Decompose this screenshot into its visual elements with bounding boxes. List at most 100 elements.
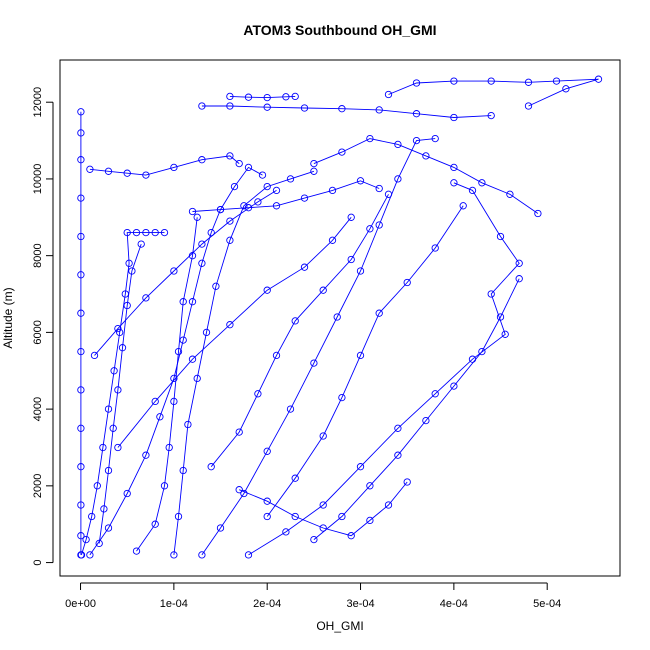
data-point (77, 156, 85, 164)
data-point (286, 405, 295, 413)
data-point (328, 236, 337, 244)
data-point (244, 551, 253, 559)
data-point (310, 535, 318, 544)
series-line (81, 232, 165, 556)
data-point (487, 111, 495, 120)
data-point (496, 232, 505, 241)
data-point (319, 286, 327, 294)
data-point (77, 309, 85, 317)
data-point (347, 532, 355, 540)
data-point (226, 92, 234, 101)
data-point (286, 175, 295, 183)
data-point (450, 77, 458, 85)
data-point (86, 551, 94, 559)
series-4 (170, 167, 318, 559)
data-point (310, 159, 318, 168)
data-point (151, 228, 159, 237)
data-point (291, 317, 299, 325)
series-line (239, 481, 408, 537)
series-18 (95, 240, 145, 548)
data-point (384, 501, 393, 509)
data-point (244, 204, 253, 212)
data-point (375, 106, 383, 114)
data-point (198, 259, 206, 267)
data-point (338, 512, 346, 521)
data-point (594, 75, 603, 83)
data-point (412, 79, 421, 87)
data-point (338, 393, 346, 402)
data-point (487, 77, 495, 85)
data-point (263, 103, 271, 111)
data-point (515, 259, 523, 267)
data-point (263, 512, 271, 521)
x-tick-label: 1e-04 (160, 598, 188, 610)
data-point (170, 374, 178, 383)
data-point (431, 390, 439, 398)
data-point (235, 428, 243, 436)
data-point (506, 190, 514, 198)
y-axis: 0 2000 4000 6000 8000 10000 12000 (32, 87, 54, 566)
data-point (478, 179, 486, 187)
data-point (160, 482, 169, 490)
data-point (412, 136, 421, 145)
data-point (77, 347, 85, 356)
data-point (142, 171, 150, 179)
data-point (114, 443, 122, 452)
series-13 (114, 213, 355, 452)
data-point (104, 167, 113, 175)
data-point (207, 228, 215, 237)
data-point (77, 386, 85, 394)
series-8 (226, 92, 299, 102)
data-point (151, 520, 159, 528)
data-point (104, 524, 113, 532)
data-point (300, 104, 309, 112)
data-point (104, 466, 113, 475)
data-point (125, 259, 133, 267)
data-point (272, 202, 281, 210)
data-point (226, 217, 234, 225)
data-point (77, 551, 86, 559)
data-point (459, 202, 467, 210)
series-5 (198, 134, 439, 559)
data-point (88, 512, 96, 521)
data-point (328, 186, 337, 195)
data-point (258, 171, 267, 179)
data-point (394, 451, 402, 459)
data-point (366, 482, 374, 490)
y-axis-label: Altitude (m) (1, 287, 15, 348)
data-point (384, 190, 393, 198)
data-point (77, 194, 85, 202)
data-point (244, 93, 253, 101)
data-point (235, 159, 243, 168)
data-point (282, 93, 290, 101)
data-point (170, 551, 178, 559)
series-14 (90, 186, 281, 360)
data-point (319, 501, 327, 509)
data-point (254, 198, 262, 206)
series-line (201, 138, 436, 556)
data-point (366, 516, 374, 525)
data-point (310, 359, 318, 367)
data-point (450, 382, 458, 390)
data-point (77, 501, 85, 509)
data-point (77, 463, 85, 471)
data-point (198, 240, 206, 248)
data-point (86, 165, 94, 173)
data-point (114, 324, 122, 333)
data-point (356, 177, 365, 185)
y-tick-label: 12000 (32, 87, 44, 118)
data-point (170, 397, 178, 406)
data-point (431, 134, 439, 143)
plot-area (77, 75, 603, 559)
data-point (77, 532, 85, 540)
data-point (188, 355, 197, 363)
data-point (366, 225, 374, 233)
data-point (93, 482, 101, 490)
chart-title: ATOM3 Southbound OH_GMI (243, 22, 436, 38)
data-point (82, 535, 90, 544)
data-point (226, 152, 234, 160)
data-point (333, 313, 341, 321)
data-point (90, 351, 99, 360)
data-point (375, 184, 383, 193)
